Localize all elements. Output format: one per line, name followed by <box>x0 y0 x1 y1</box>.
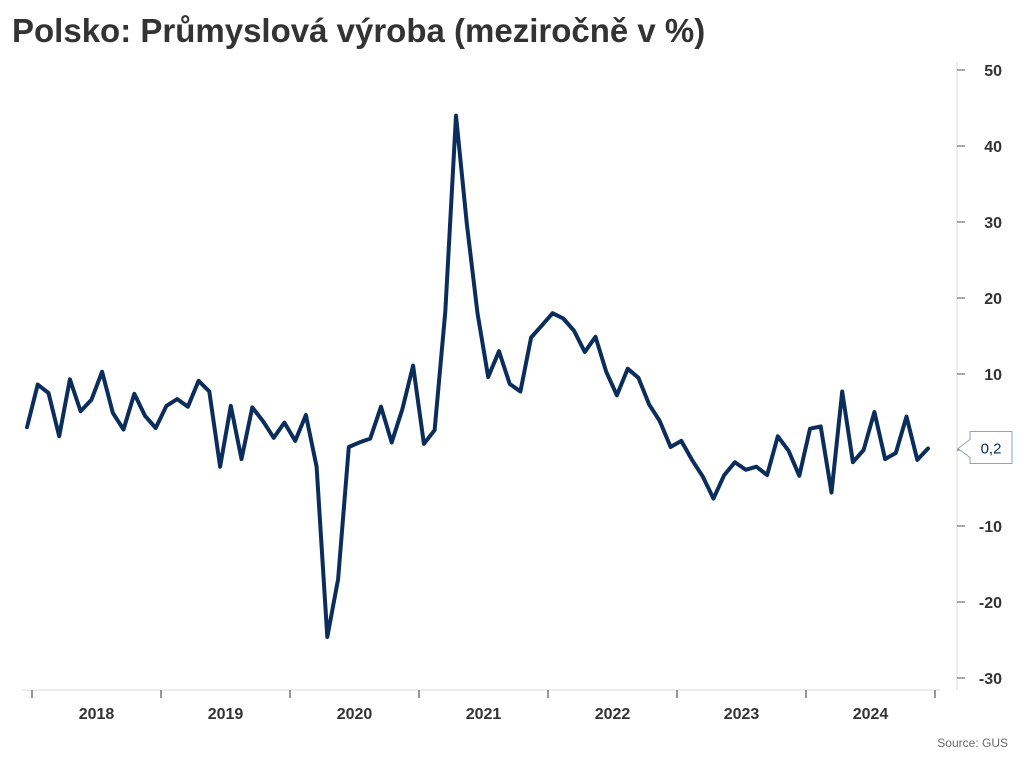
x-tick-label: 2018 <box>79 706 115 723</box>
last-value-callout <box>957 430 1013 464</box>
series-line <box>25 113 930 639</box>
x-tick-label: 2020 <box>337 706 373 723</box>
y-tick-label: 30 <box>984 215 1002 232</box>
x-tick-label: 2021 <box>466 706 502 723</box>
y-tick-label: -10 <box>979 519 1002 536</box>
source-note: Source: GUS <box>937 736 1008 750</box>
x-tick-label: 2023 <box>724 706 760 723</box>
y-tick-label: 20 <box>984 291 1002 308</box>
x-tick-label: 2019 <box>208 706 244 723</box>
y-tick-label: 10 <box>984 367 1002 384</box>
y-tick-label: 40 <box>984 139 1002 156</box>
y-tick-label: -20 <box>979 595 1002 612</box>
chart-title: Polsko: Průmyslová výroba (meziročně v %… <box>12 12 706 49</box>
y-tick-label: 50 <box>984 63 1002 80</box>
y-tick-label: -30 <box>979 671 1002 688</box>
x-tick-label: 2022 <box>595 706 631 723</box>
last-value-label: 0,2 <box>981 440 1002 457</box>
x-tick-label: 2024 <box>853 706 889 723</box>
